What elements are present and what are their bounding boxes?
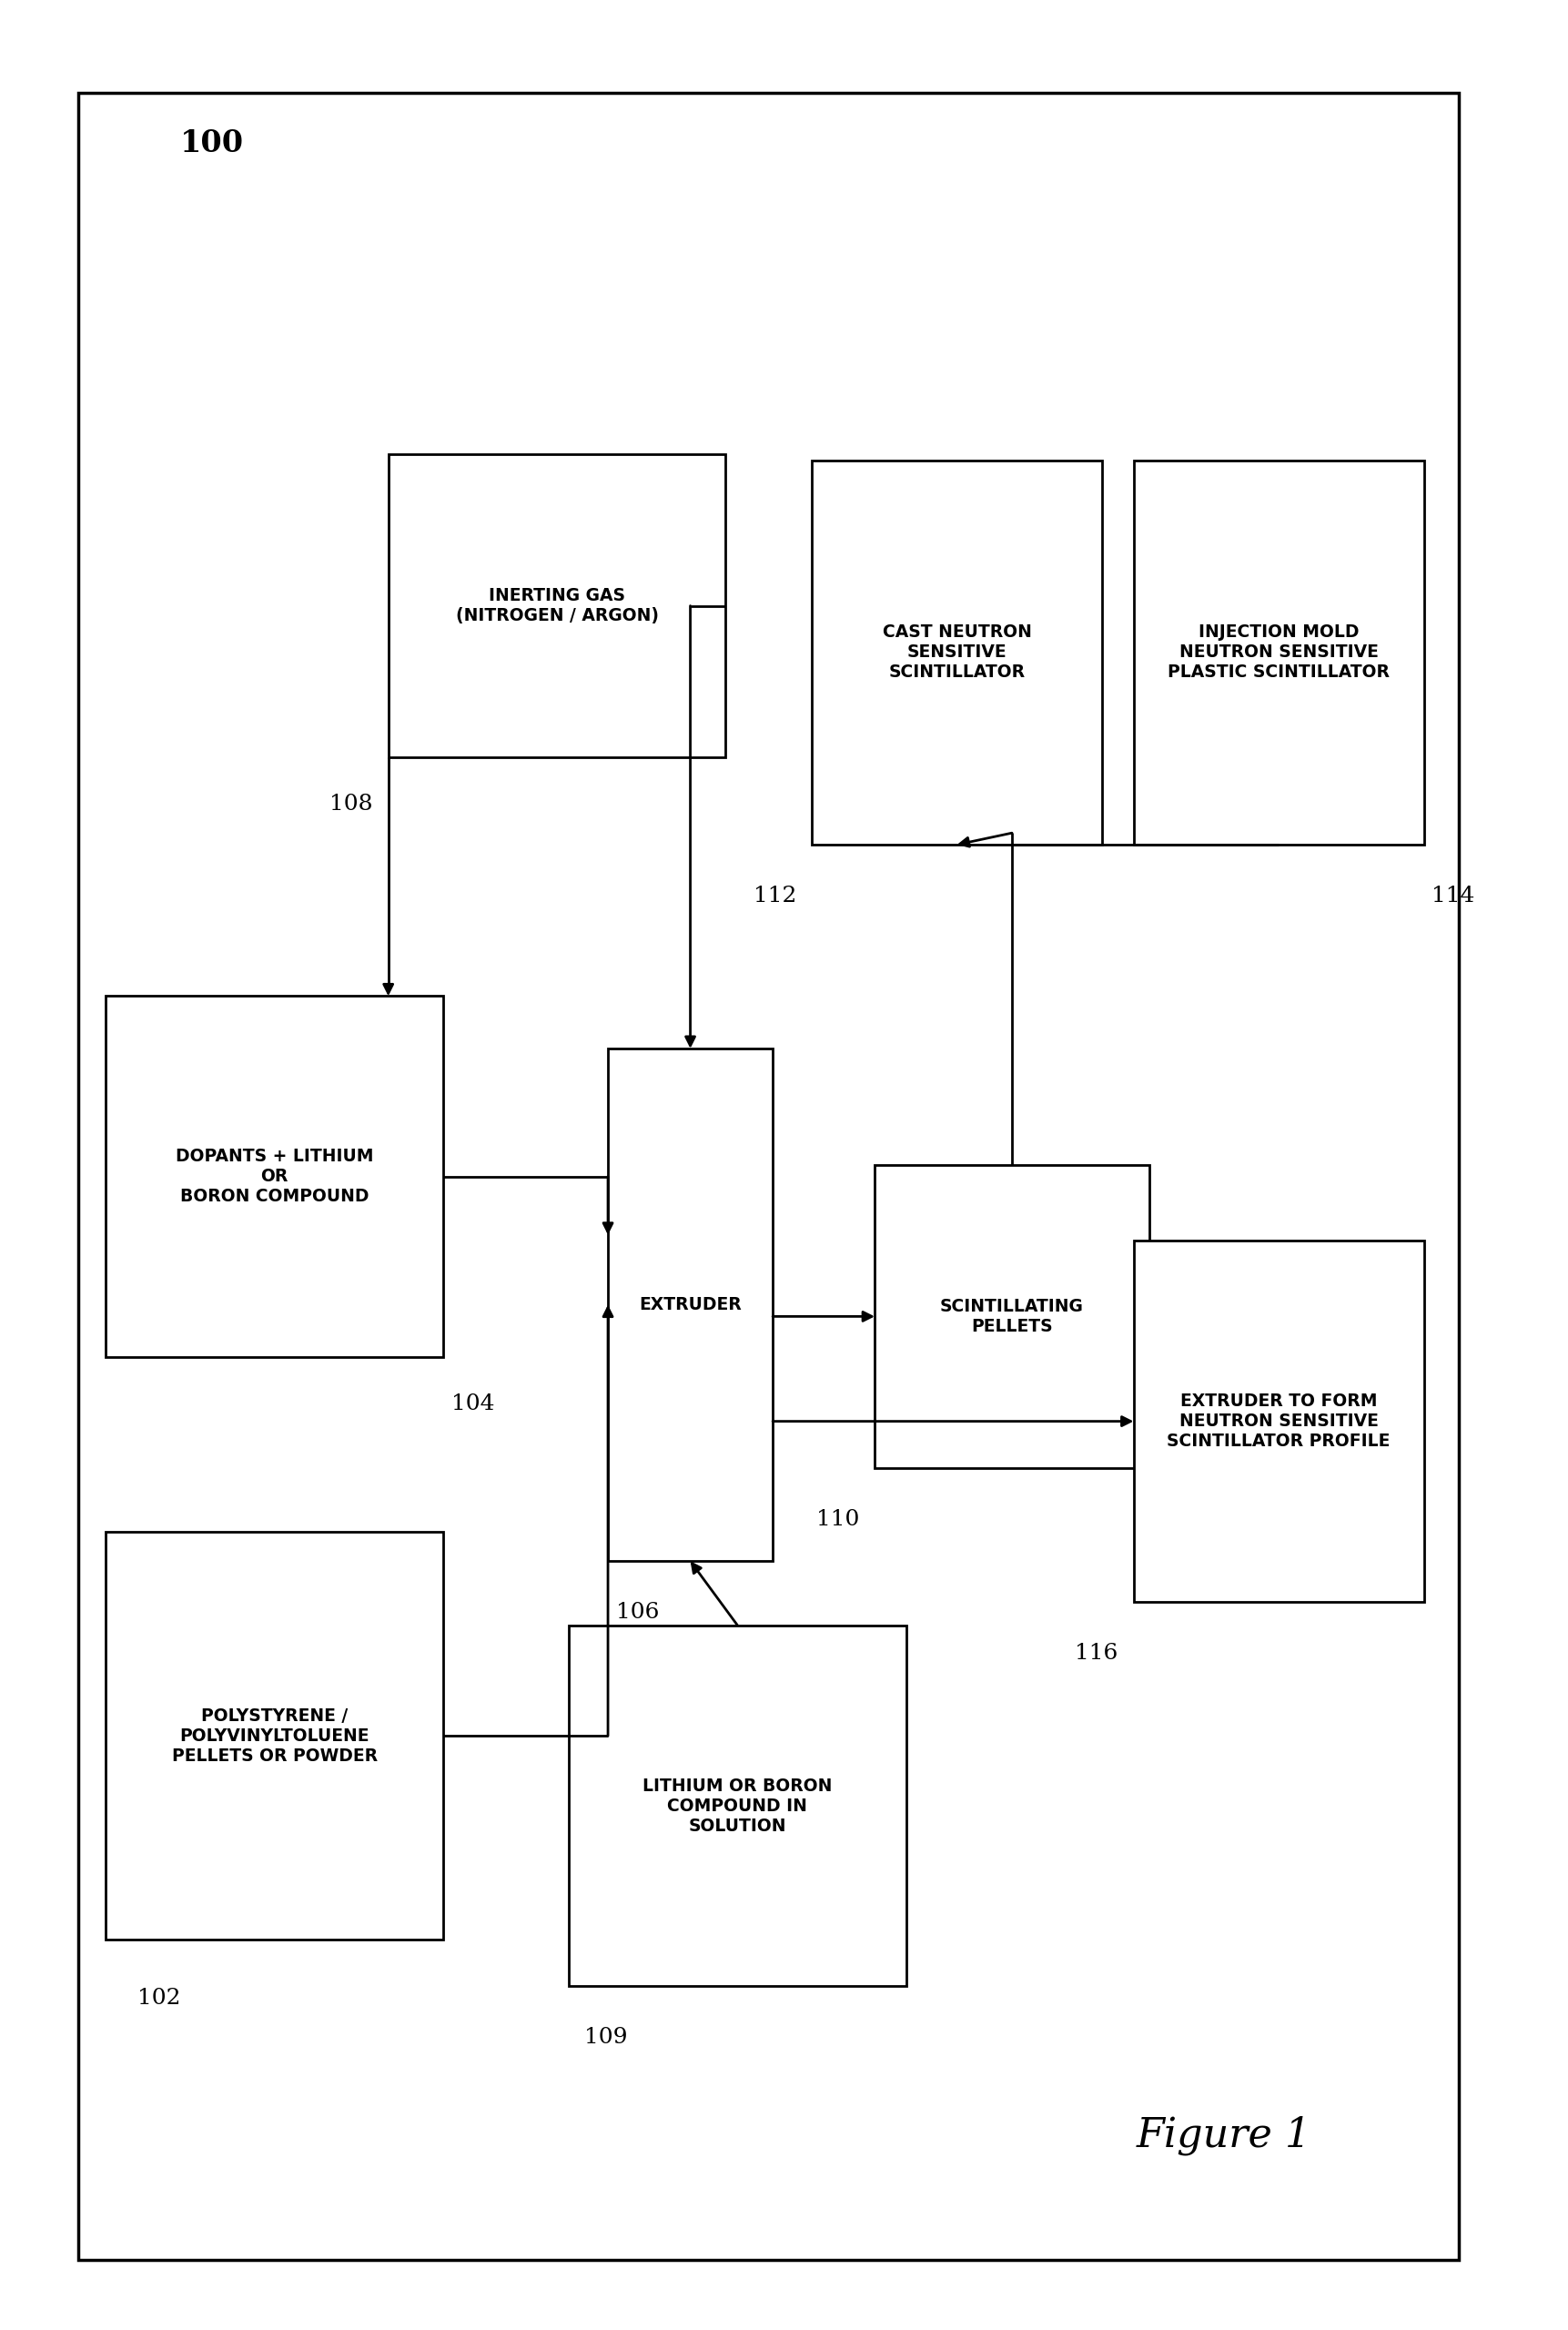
Text: SCINTILLATING
PELLETS: SCINTILLATING PELLETS: [939, 1298, 1083, 1335]
Bar: [78, 93, 1458, 2260]
Text: INJECTION MOLD
NEUTRON SENSITIVE
PLASTIC SCINTILLATOR: INJECTION MOLD NEUTRON SENSITIVE PLASTIC…: [1167, 624, 1389, 680]
Text: Figure 1: Figure 1: [1135, 2116, 1311, 2155]
Text: 100: 100: [180, 128, 245, 158]
Text: EXTRUDER: EXTRUDER: [638, 1295, 742, 1314]
Text: 116: 116: [1074, 1643, 1116, 1664]
Bar: [389, 454, 724, 757]
Text: POLYSTYRENE /
POLYVINYLTOLUENE
PELLETS OR POWDER: POLYSTYRENE / POLYVINYLTOLUENE PELLETS O…: [171, 1708, 378, 1764]
Bar: [568, 1626, 906, 1985]
Bar: [812, 459, 1101, 843]
Text: LITHIUM OR BORON
COMPOUND IN
SOLUTION: LITHIUM OR BORON COMPOUND IN SOLUTION: [643, 1778, 831, 1834]
Text: 102: 102: [138, 1987, 180, 2008]
Text: 110: 110: [815, 1510, 859, 1528]
Text: 104: 104: [452, 1393, 494, 1414]
Text: 112: 112: [753, 885, 795, 906]
Text: 114: 114: [1432, 885, 1474, 906]
Bar: [1132, 1240, 1424, 1603]
Bar: [105, 997, 442, 1356]
Bar: [608, 1048, 773, 1561]
Text: 109: 109: [583, 2027, 627, 2048]
Text: CAST NEUTRON
SENSITIVE
SCINTILLATOR: CAST NEUTRON SENSITIVE SCINTILLATOR: [881, 624, 1032, 680]
Text: INERTING GAS
(NITROGEN / ARGON): INERTING GAS (NITROGEN / ARGON): [455, 587, 659, 624]
Text: EXTRUDER TO FORM
NEUTRON SENSITIVE
SCINTILLATOR PROFILE: EXTRUDER TO FORM NEUTRON SENSITIVE SCINT…: [1167, 1393, 1389, 1449]
Bar: [875, 1165, 1148, 1468]
Bar: [105, 1533, 442, 1939]
Text: 106: 106: [615, 1603, 659, 1622]
Text: 108: 108: [329, 795, 373, 813]
Text: DOPANTS + LITHIUM
OR
BORON COMPOUND: DOPANTS + LITHIUM OR BORON COMPOUND: [176, 1149, 373, 1205]
Bar: [1132, 459, 1424, 843]
